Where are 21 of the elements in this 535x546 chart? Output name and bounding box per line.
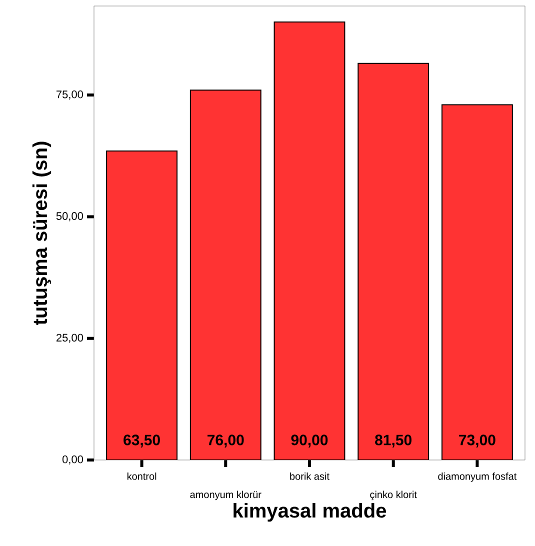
x-tick-label: kontrol xyxy=(127,472,156,480)
bar xyxy=(190,90,262,460)
y-tick-label: 25,00 xyxy=(56,334,84,343)
bar xyxy=(274,22,346,460)
data-label: 63,50 xyxy=(124,434,160,448)
y-tick-label: 0,00 xyxy=(62,455,84,465)
data-label: 81,50 xyxy=(375,434,412,448)
bar xyxy=(358,62,430,460)
x-axis-title: kimyasal madde xyxy=(234,503,386,522)
data-label: 73,00 xyxy=(459,434,496,448)
y-axis-title: tutuşma süresi (sn) xyxy=(32,142,52,325)
x-tick-label: amonyum klorür xyxy=(190,490,262,500)
y-tick-label: 50,00 xyxy=(56,212,84,222)
x-tick-label: diamonyum fosfat xyxy=(438,472,517,482)
data-label: 76,00 xyxy=(208,434,244,448)
x-tick-label: borik asit xyxy=(290,472,330,480)
bar xyxy=(106,150,178,460)
data-label: 90,00 xyxy=(291,434,328,448)
y-tick-label: 75,00 xyxy=(56,90,84,100)
bar xyxy=(441,104,513,460)
x-tick-label: çinko klorit xyxy=(370,490,417,500)
